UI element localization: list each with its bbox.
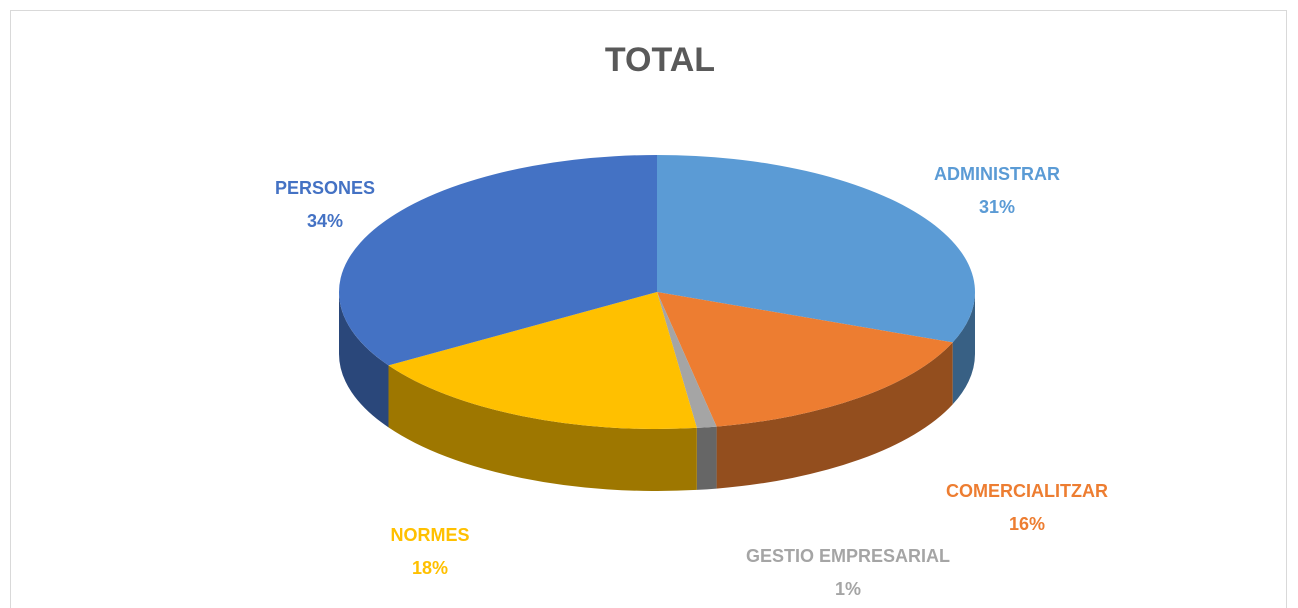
slice-side	[952, 292, 975, 405]
slice-side	[696, 426, 717, 490]
data-label-value: 31%	[979, 197, 1015, 217]
data-label-value: 18%	[412, 558, 448, 578]
slice	[388, 292, 697, 429]
data-label-name: COMERCIALITZAR	[946, 481, 1108, 501]
data-label-name: GESTIO EMPRESARIAL	[746, 546, 950, 566]
slice-side	[388, 365, 697, 491]
data-label-name: NORMES	[390, 525, 469, 545]
slice-side	[716, 342, 953, 489]
slice-side	[339, 292, 389, 428]
data-label-name: ADMINISTRAR	[934, 164, 1060, 184]
slice	[657, 155, 975, 343]
slice	[657, 292, 717, 428]
data-label-value: 1%	[835, 579, 861, 599]
slice	[657, 292, 953, 427]
data-label-value: 34%	[307, 211, 343, 231]
chart-title: TOTAL	[605, 41, 715, 79]
data-label-value: 16%	[1009, 514, 1045, 534]
slice	[338, 155, 657, 366]
data-label-name: PERSONES	[275, 178, 375, 198]
